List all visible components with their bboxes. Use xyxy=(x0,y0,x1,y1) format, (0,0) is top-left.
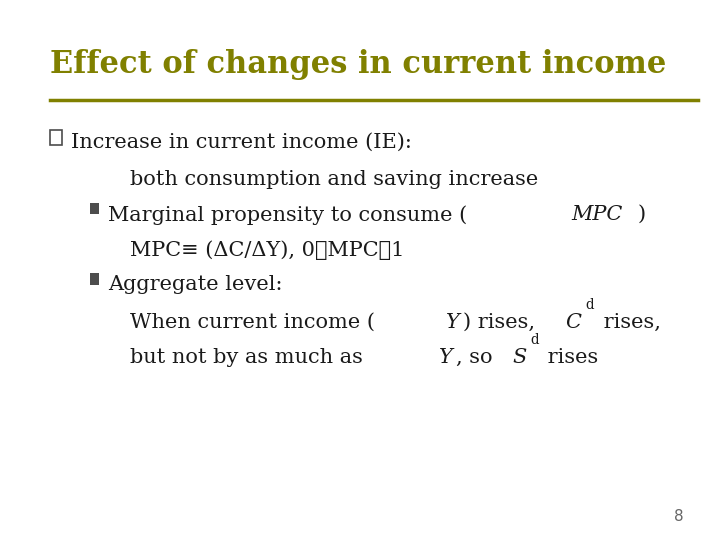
Bar xyxy=(90,202,99,214)
Text: ) rises,: ) rises, xyxy=(464,313,542,332)
Text: d: d xyxy=(585,298,594,312)
Text: Y: Y xyxy=(438,348,452,367)
Text: rises,: rises, xyxy=(597,313,660,332)
Text: Aggregate level:: Aggregate level: xyxy=(108,275,282,294)
Text: MPC≡ (ΔC/ΔY), 0≦MPC≦1: MPC≡ (ΔC/ΔY), 0≦MPC≦1 xyxy=(130,240,404,260)
Text: Y: Y xyxy=(446,313,459,332)
Text: d: d xyxy=(531,333,539,347)
Text: When current income (: When current income ( xyxy=(130,313,374,332)
Text: C: C xyxy=(565,313,581,332)
Text: S: S xyxy=(512,348,526,367)
Text: rises: rises xyxy=(541,348,598,367)
Bar xyxy=(50,130,62,145)
Text: Marginal propensity to consume (: Marginal propensity to consume ( xyxy=(108,205,467,225)
Bar xyxy=(90,273,99,285)
Text: but not by as much as: but not by as much as xyxy=(130,348,369,367)
Text: d: d xyxy=(585,298,594,312)
Text: Effect of changes in current income: Effect of changes in current income xyxy=(50,49,667,79)
Text: MPC: MPC xyxy=(572,205,623,224)
Text: , so: , so xyxy=(456,348,500,367)
Text: Increase in current income (IE):: Increase in current income (IE): xyxy=(71,132,411,151)
Text: d: d xyxy=(531,333,539,347)
Text: both consumption and saving increase: both consumption and saving increase xyxy=(130,170,538,189)
Text: 8: 8 xyxy=(675,509,684,524)
Text: ): ) xyxy=(638,205,646,224)
